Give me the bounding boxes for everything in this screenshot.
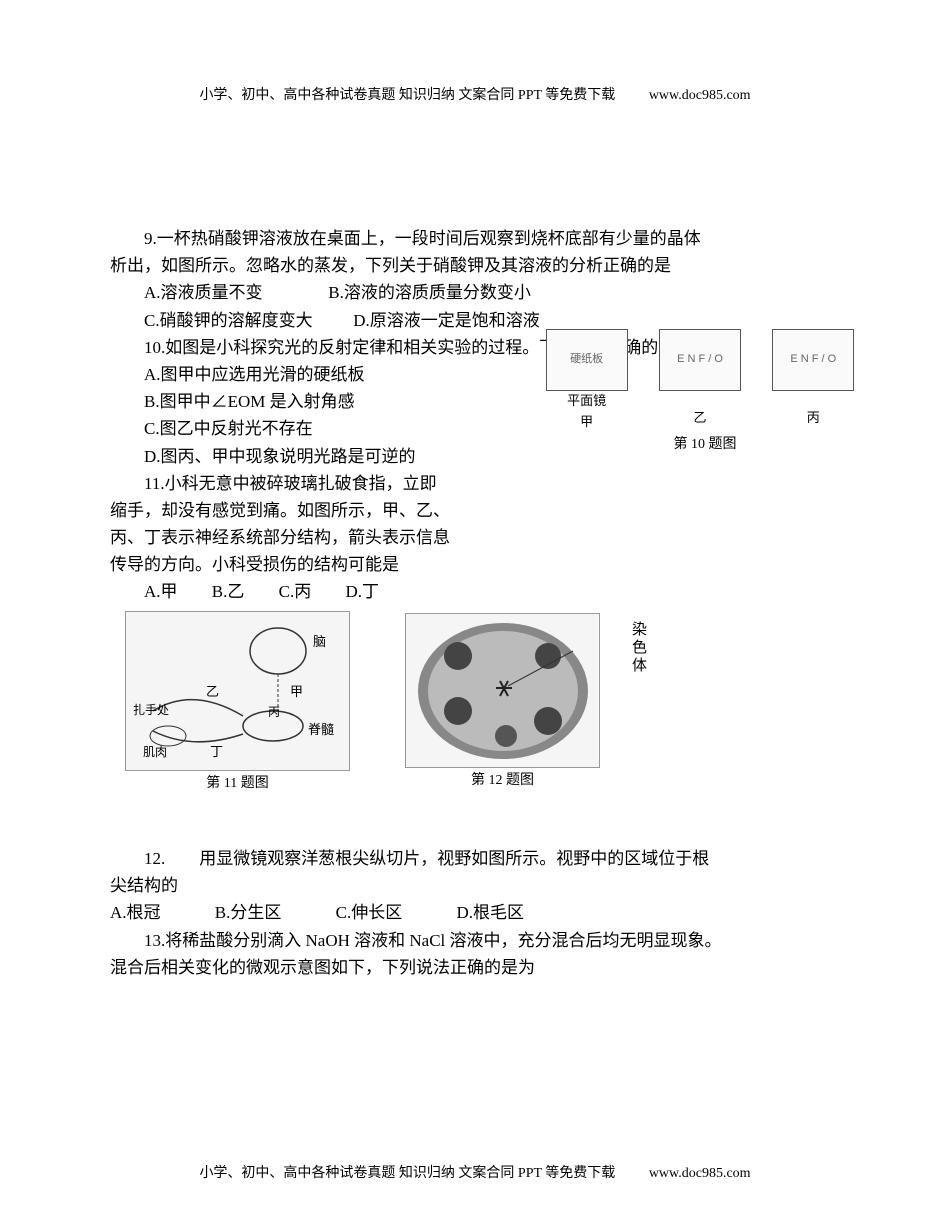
footer-url: www.doc985.com [649, 1166, 751, 1181]
q11-stem-line1: 11.小科无意中被碎玻璃扎破食指，立即 [110, 470, 510, 497]
chromo-text: 染色体 [632, 621, 650, 675]
q13-stem-line1: 13.将稀盐酸分别滴入 NaOH 溶液和 NaCl 溶液中，充分混合后均无明显现… [110, 927, 855, 954]
q9-stem-line2: 析出，如图所示。忽略水的蒸发，下列关于硝酸钾及其溶液的分析正确的是 [110, 252, 855, 279]
page-footer: 小学、初中、高中各种试卷真题 知识归纳 文案合同 PPT 等免费下载 www.d… [0, 1163, 950, 1185]
q11-stem-line2: 缩手，却没有感觉到痛。如图所示，甲、乙、 [110, 497, 510, 524]
q10-label-yi: 乙 [693, 408, 706, 429]
q12-optB: B.分生区 [215, 899, 282, 926]
q9-optD: D.原溶液一定是饱和溶液 [353, 311, 540, 330]
q12-stem-line2: 尖结构的 [110, 872, 855, 899]
q11-optD: D.丁 [345, 578, 379, 605]
q11-stem-line3: 丙、丁表示神经系统部分结构，箭头表示信息 [110, 524, 510, 551]
microscope-view-icon [408, 616, 598, 766]
q11-stem-line4: 传导的方向。小科受损伤的结构可能是 [110, 551, 510, 578]
q10-fig-title: 硬纸板 [570, 351, 603, 369]
q10-figure: 硬纸板 平面镜 甲 E N F / O 乙 E N F / O 丙 第 10 题… [535, 329, 875, 449]
header-url: www.doc985.com [649, 88, 751, 103]
q12-optD: D.根毛区 [456, 899, 524, 926]
q12-optA: A.根冠 [110, 899, 161, 926]
svg-text:丙: 丙 [268, 705, 280, 719]
q11-caption: 第 11 题图 [206, 773, 268, 795]
page-header: 小学、初中、高中各种试卷真题 知识归纳 文案合同 PPT 等免费下载 www.d… [0, 85, 950, 107]
q10-panel-jia: 硬纸板 平面镜 甲 [546, 329, 628, 433]
q12-caption: 第 12 题图 [471, 770, 534, 792]
q12-diagram [405, 613, 600, 768]
q10-label-jia: 甲 [580, 412, 593, 433]
header-text: 小学、初中、高中各种试卷真题 知识归纳 文案合同 PPT 等免费下载 [199, 88, 615, 103]
q9-optC: C.硝酸钾的溶解度变大 [144, 307, 349, 334]
q10-panel-bing: E N F / O 丙 [772, 329, 854, 433]
q10-block: 10.如图是小科探究光的反射定律和相关实验的过程。下列叙述正确的是 A.图甲中应… [110, 334, 855, 470]
svg-text:脊髓: 脊髓 [308, 722, 334, 737]
q10-diagram-bing: E N F / O [772, 329, 854, 391]
svg-text:肌肉: 肌肉 [143, 745, 167, 759]
q11-figure: 脑 甲 脊髓 丙 乙 扎手处 丁 肌肉 第 11 题图 [125, 611, 350, 795]
q9-optA: A.溶液质量不变 [144, 279, 324, 306]
q11-optA: A.甲 [144, 578, 178, 605]
q9-opts-row1: A.溶液质量不变 B.溶液的溶质质量分数变小 [110, 279, 855, 306]
q10-panel-yi: E N F / O 乙 [659, 329, 741, 433]
svg-text:扎手处: 扎手处 [133, 703, 169, 717]
q10-diagram-jia: 硬纸板 [546, 329, 628, 391]
main-content: 9.一杯热硝酸钾溶液放在桌面上，一段时间后观察到烧杯底部有少量的晶体 析出，如图… [110, 225, 855, 981]
svg-text:丁: 丁 [210, 744, 223, 759]
q10-label-mirror: 平面镜 [567, 391, 606, 412]
svg-text:甲: 甲 [290, 684, 303, 699]
q12-optC: C.伸长区 [336, 899, 403, 926]
q10-caption: 第 10 题图 [535, 434, 875, 456]
q9-stem-line1: 9.一杯热硝酸钾溶液放在桌面上，一段时间后观察到烧杯底部有少量的晶体 [110, 225, 855, 252]
q12-opts: A.根冠 B.分生区 C.伸长区 D.根毛区 [110, 899, 855, 926]
q12-figure: 染色体 第 12 题图 [405, 611, 600, 795]
q10-diagram-yi: E N F / O [659, 329, 741, 391]
chromosome-label: 染色体 [632, 621, 650, 675]
svg-text:脑: 脑 [313, 634, 326, 649]
q10-label-bing: 丙 [807, 408, 820, 429]
nerve-diagram-icon: 脑 甲 脊髓 丙 乙 扎手处 丁 肌肉 [128, 616, 348, 766]
q12-block: 12. 用显微镜观察洋葱根尖纵切片，视野如图所示。视野中的区域位于根 尖结构的 … [110, 845, 855, 927]
q11-opts: A.甲 B.乙 C.丙 D.丁 [110, 578, 855, 605]
svg-text:乙: 乙 [206, 684, 219, 699]
q11-optB: B.乙 [212, 578, 245, 605]
q11-q12-figures: 脑 甲 脊髓 丙 乙 扎手处 丁 肌肉 第 11 题图 [110, 611, 855, 795]
q9-optB: B.溶液的溶质质量分数变小 [328, 283, 531, 302]
q11-optC: C.丙 [279, 578, 312, 605]
q13-stem-line2: 混合后相关变化的微观示意图如下，下列说法正确的是为 [110, 954, 855, 981]
footer-text: 小学、初中、高中各种试卷真题 知识归纳 文案合同 PPT 等免费下载 [199, 1166, 615, 1181]
q11-diagram: 脑 甲 脊髓 丙 乙 扎手处 丁 肌肉 [125, 611, 350, 771]
q12-stem-line1: 12. 用显微镜观察洋葱根尖纵切片，视野如图所示。视野中的区域位于根 [110, 845, 855, 872]
